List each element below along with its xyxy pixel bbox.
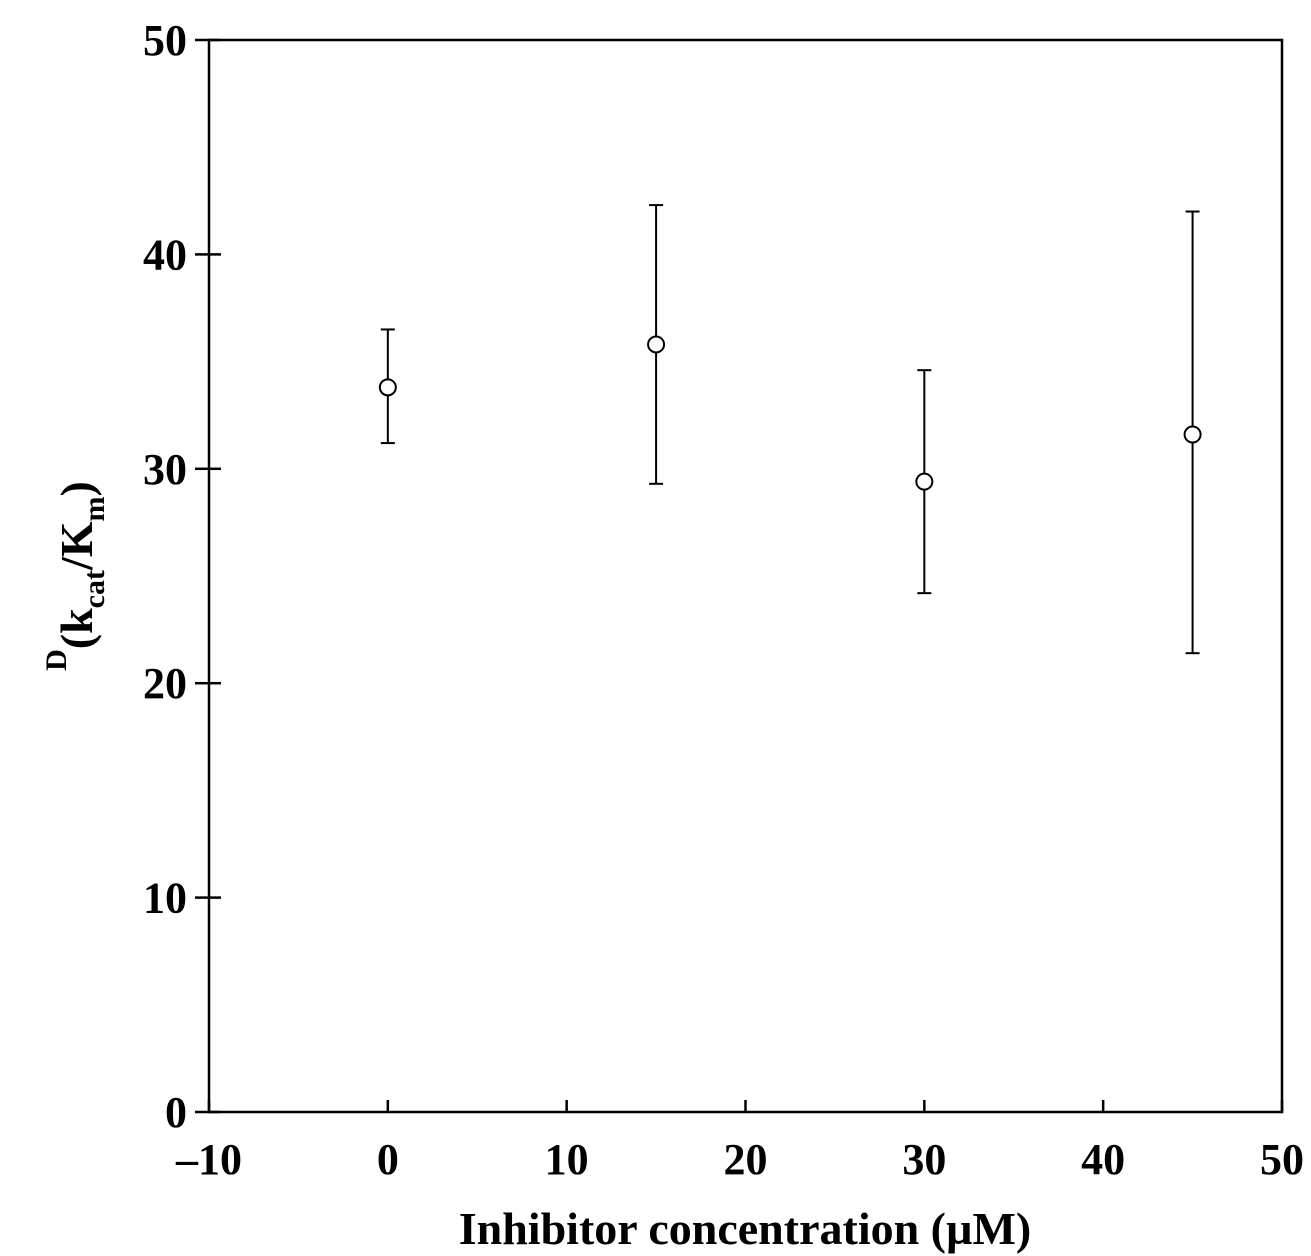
x-tick-label: 40 xyxy=(1081,1135,1125,1184)
data-point xyxy=(915,472,934,491)
y-axis-title: D(kcat/Km) xyxy=(40,481,111,671)
y-axis-title-sub1: cat xyxy=(78,570,111,608)
y-tick-label: 0 xyxy=(165,1088,187,1137)
y-tick-label: 10 xyxy=(143,874,187,923)
x-tick-label: 30 xyxy=(902,1135,946,1184)
y-axis: 0 10 20 30 40 50 xyxy=(143,16,221,1137)
x-tick-label: 10 xyxy=(545,1135,589,1184)
x-axis: –10 0 10 20 30 40 50 xyxy=(175,1100,1304,1184)
y-axis-title-mid: /K xyxy=(51,521,102,571)
x-axis-title: Inhibitor concentration (µM) xyxy=(459,1203,1032,1254)
y-axis-title-close: ) xyxy=(51,481,102,496)
y-axis-title-superscript: D xyxy=(40,649,73,671)
x-tick-label: –10 xyxy=(175,1135,242,1184)
data-point xyxy=(647,335,666,354)
y-axis-title-open: (k xyxy=(51,608,102,649)
data-point xyxy=(378,378,397,397)
data-points xyxy=(378,204,1202,655)
y-tick-label: 40 xyxy=(143,230,187,279)
data-point xyxy=(1183,425,1202,444)
x-tick-label: 0 xyxy=(377,1135,399,1184)
x-tick-label: 20 xyxy=(724,1135,768,1184)
y-tick-label: 20 xyxy=(143,659,187,708)
x-tick-label: 50 xyxy=(1260,1135,1304,1184)
y-tick-label: 30 xyxy=(143,445,187,494)
y-tick-label: 50 xyxy=(143,16,187,65)
plot-frame xyxy=(207,38,1284,1114)
y-axis-title-sub2: m xyxy=(78,496,111,521)
